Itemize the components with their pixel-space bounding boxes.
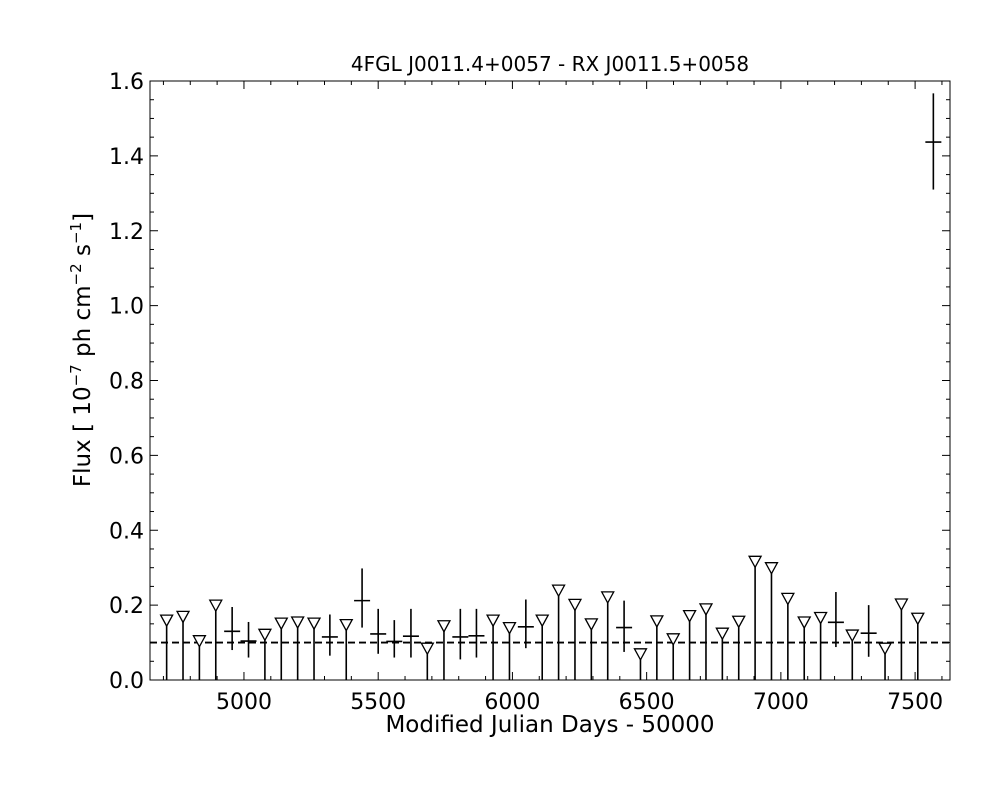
upper-limit-marker xyxy=(731,615,746,629)
upper-limit-marker xyxy=(715,627,730,641)
upper-limit-marker xyxy=(290,616,305,630)
upper-limit-marker xyxy=(698,603,714,617)
upper-limit-marker xyxy=(551,584,566,598)
y-tick-label: 1.2 xyxy=(109,220,144,245)
upper-limit-marker xyxy=(748,555,763,569)
y-axis-label-exp1: −7 xyxy=(67,364,85,386)
x-tick-label: 5500 xyxy=(350,690,406,715)
y-axis-label-end: ] xyxy=(70,213,96,222)
y-axis-label-mid: ph cm xyxy=(70,285,96,364)
y-tick-label: 1.6 xyxy=(109,70,144,95)
x-tick-label: 6000 xyxy=(484,690,540,715)
upper-limit-marker xyxy=(175,610,191,624)
x-tick-label: 7500 xyxy=(887,690,943,715)
axis-ticks xyxy=(150,80,950,681)
upper-limit-marker xyxy=(257,628,272,642)
y-tick-label: 0.0 xyxy=(109,669,144,694)
upper-limit-marker xyxy=(666,633,681,647)
data-marks xyxy=(159,93,942,680)
plot-area xyxy=(150,93,950,680)
upper-limit-marker xyxy=(813,611,828,625)
upper-limit-marker xyxy=(306,617,322,631)
y-axis-label-main: Flux [ 10 xyxy=(70,386,96,487)
upper-limit-marker xyxy=(274,617,289,631)
upper-limit-marker xyxy=(633,648,648,662)
y-axis-label-mid2: s xyxy=(70,244,96,263)
upper-limit-marker xyxy=(502,621,517,635)
upper-limit-marker xyxy=(649,615,664,629)
axis-tick-labels: 5000 5500 6000 6500 7000 7500 0.0 0.2 0.4 0.6 0.8 1… xyxy=(109,70,943,715)
upper-limit-marker xyxy=(877,642,893,656)
y-axis-label-exp3: −1 xyxy=(67,222,85,244)
y-axis-label-exp2: −2 xyxy=(67,263,85,285)
y-tick-label: 1.4 xyxy=(109,145,144,170)
upper-limit-marker xyxy=(845,629,860,643)
y-tick-label: 0.2 xyxy=(109,594,144,619)
upper-limit-marker xyxy=(485,614,501,628)
upper-limit-marker xyxy=(192,635,207,649)
upper-limit-marker xyxy=(910,612,925,626)
plot-frame xyxy=(149,80,951,681)
upper-limit-marker xyxy=(600,591,615,605)
upper-limit-marker xyxy=(208,599,223,613)
upper-limit-marker xyxy=(567,598,583,612)
x-axis-label: Modified Julian Days - 50000 xyxy=(385,712,714,738)
upper-limit-marker xyxy=(780,592,795,606)
upper-limit-marker xyxy=(894,598,909,612)
y-tick-label: 0.4 xyxy=(109,519,144,544)
y-tick-label: 0.8 xyxy=(109,370,144,395)
upper-limit-marker xyxy=(797,616,812,630)
y-axis-label: Flux [ 10−7 ph cm−2 s−1] xyxy=(67,213,96,487)
y-tick-label: 0.6 xyxy=(109,444,144,469)
upper-limit-marker xyxy=(420,642,435,656)
x-tick-label: 6500 xyxy=(619,690,675,715)
upper-limit-marker xyxy=(436,620,452,634)
upper-limit-marker xyxy=(682,609,697,623)
upper-limit-marker xyxy=(339,618,354,632)
x-tick-label: 7000 xyxy=(753,690,809,715)
chart-title: 4FGL J0011.4+0057 - RX J0011.5+0058 xyxy=(351,52,749,76)
y-tick-label: 1.0 xyxy=(109,295,144,320)
upper-limit-marker xyxy=(535,614,550,628)
upper-limit-marker xyxy=(159,614,174,628)
x-tick-label: 5000 xyxy=(216,690,272,715)
upper-limit-marker xyxy=(764,562,779,576)
upper-limit-marker xyxy=(584,618,599,632)
